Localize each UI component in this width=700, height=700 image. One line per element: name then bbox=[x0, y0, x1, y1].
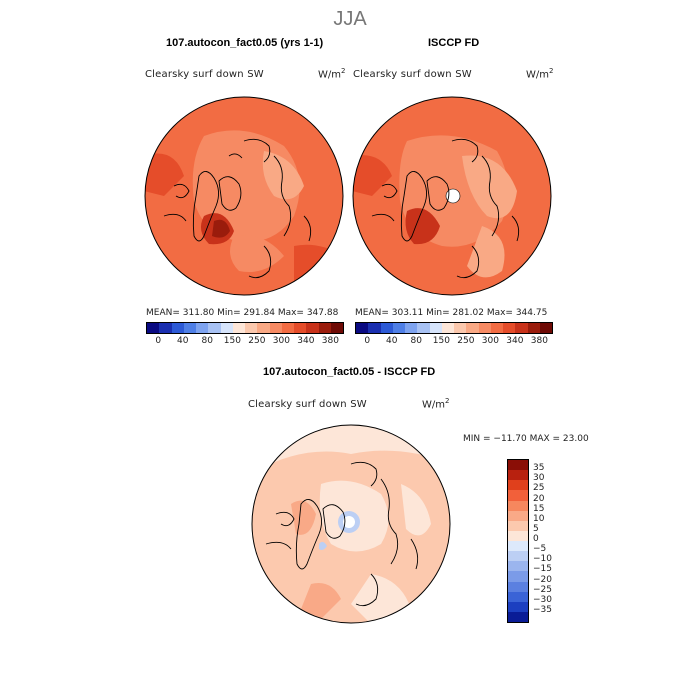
colorbar-tick-label: −30 bbox=[533, 594, 552, 605]
colorbar-swatch bbox=[232, 323, 245, 333]
panel-right-unit: W/m2 bbox=[526, 67, 554, 81]
colorbar-swatch bbox=[508, 460, 528, 471]
colorbar-swatch bbox=[508, 571, 528, 582]
panel-left-title: 107.autocon_fact0.05 (yrs 1-1) bbox=[166, 37, 324, 49]
colorbar-swatch bbox=[508, 520, 528, 531]
colorbar-tick-label: 5 bbox=[533, 523, 539, 534]
colorbar-tick-label: 340 bbox=[506, 336, 524, 346]
colorbar-swatch bbox=[196, 323, 209, 333]
colorbar-swatch bbox=[508, 541, 528, 552]
colorbar-tick-label: 150 bbox=[432, 336, 450, 346]
colorbar-swatch bbox=[508, 601, 528, 612]
colorbar-swatch bbox=[508, 510, 528, 521]
polar-map-diff bbox=[251, 424, 451, 624]
colorbar-tick-label: 80 bbox=[410, 336, 422, 346]
polar-map-obs bbox=[352, 96, 552, 296]
colorbar-swatch bbox=[417, 323, 430, 333]
colorbar-diff bbox=[507, 459, 529, 623]
colorbar-tick-label: 10 bbox=[533, 513, 545, 524]
colorbar-swatch bbox=[405, 323, 418, 333]
diff-unit: W/m2 bbox=[422, 397, 450, 411]
colorbar-tick-label: 250 bbox=[248, 336, 266, 346]
colorbar-tick-label: 0 bbox=[364, 336, 371, 346]
colorbar-swatch bbox=[508, 561, 528, 572]
diff-variable: Clearsky surf down SW bbox=[248, 399, 367, 410]
colorbar-left bbox=[146, 322, 344, 334]
colorbar-swatch bbox=[508, 480, 528, 491]
colorbar-tick-label: 0 bbox=[155, 336, 162, 346]
colorbar-swatch bbox=[281, 323, 294, 333]
colorbar-swatch bbox=[159, 323, 172, 333]
colorbar-tick-label: 380 bbox=[530, 336, 548, 346]
panel-right-variable: Clearsky surf down SW bbox=[353, 69, 472, 80]
colorbar-swatch bbox=[508, 530, 528, 541]
colorbar-tick-label: 300 bbox=[481, 336, 499, 346]
colorbar-tick-label: −15 bbox=[533, 564, 552, 575]
colorbar-swatch bbox=[269, 323, 282, 333]
colorbar-tick-label: 40 bbox=[177, 336, 189, 346]
colorbar-tick-label: 20 bbox=[533, 493, 545, 504]
panel-right-stats: MEAN= 303.11 Min= 281.02 Max= 344.75 bbox=[355, 308, 548, 318]
colorbar-swatch bbox=[245, 323, 258, 333]
colorbar-tick-label: 0 bbox=[533, 534, 539, 544]
colorbar-swatch bbox=[147, 323, 160, 333]
colorbar-tick-label: 340 bbox=[297, 336, 315, 346]
colorbar-swatch bbox=[318, 323, 331, 333]
colorbar-tick-label: 300 bbox=[272, 336, 290, 346]
colorbar-tick-label: −25 bbox=[533, 584, 552, 595]
colorbar-swatch bbox=[380, 323, 393, 333]
colorbar-swatch bbox=[508, 500, 528, 511]
colorbar-swatch bbox=[356, 323, 369, 333]
colorbar-swatch bbox=[183, 323, 196, 333]
colorbar-swatch bbox=[368, 323, 381, 333]
colorbar-tick-label: 30 bbox=[533, 473, 545, 484]
colorbar-right bbox=[355, 322, 553, 334]
panel-left-unit: W/m2 bbox=[318, 67, 346, 81]
colorbar-swatch bbox=[508, 470, 528, 481]
panel-right-title: ISCCP FD bbox=[428, 37, 480, 49]
colorbar-swatch bbox=[508, 490, 528, 501]
panel-left-variable: Clearsky surf down SW bbox=[145, 69, 264, 80]
colorbar-tick-label: 150 bbox=[223, 336, 241, 346]
colorbar-swatch bbox=[508, 581, 528, 592]
colorbar-tick-label: −5 bbox=[533, 544, 547, 555]
polar-map-model bbox=[144, 96, 344, 296]
colorbar-swatch bbox=[503, 323, 516, 333]
panel-left-stats: MEAN= 311.80 Min= 291.84 Max= 347.88 bbox=[146, 308, 339, 318]
colorbar-swatch bbox=[539, 323, 552, 333]
colorbar-swatch bbox=[294, 323, 307, 333]
colorbar-swatch bbox=[508, 591, 528, 602]
colorbar-swatch bbox=[478, 323, 491, 333]
colorbar-swatch bbox=[306, 323, 319, 333]
colorbar-tick-label: 25 bbox=[533, 483, 545, 494]
colorbar-tick-label: 80 bbox=[201, 336, 213, 346]
colorbar-swatch bbox=[220, 323, 233, 333]
colorbar-swatch bbox=[515, 323, 528, 333]
colorbar-swatch bbox=[330, 323, 343, 333]
colorbar-tick-label: −20 bbox=[533, 574, 552, 585]
season-title: JJA bbox=[333, 8, 367, 30]
colorbar-tick-label: 35 bbox=[533, 463, 545, 474]
colorbar-swatch bbox=[508, 551, 528, 562]
colorbar-swatch bbox=[508, 611, 528, 622]
diff-title: 107.autocon_fact0.05 - ISCCP FD bbox=[263, 366, 436, 378]
colorbar-tick-label: −10 bbox=[533, 554, 552, 565]
colorbar-tick-label: 250 bbox=[457, 336, 475, 346]
colorbar-swatch bbox=[257, 323, 270, 333]
colorbar-swatch bbox=[466, 323, 479, 333]
colorbar-tick-label: 15 bbox=[533, 503, 545, 514]
colorbar-swatch bbox=[454, 323, 467, 333]
colorbar-swatch bbox=[208, 323, 221, 333]
colorbar-swatch bbox=[490, 323, 503, 333]
colorbar-swatch bbox=[527, 323, 540, 333]
colorbar-tick-label: −35 bbox=[533, 604, 552, 615]
colorbar-swatch bbox=[429, 323, 442, 333]
colorbar-swatch bbox=[171, 323, 184, 333]
colorbar-tick-label: 380 bbox=[321, 336, 339, 346]
diff-minmax: MIN = −11.70 MAX = 23.00 bbox=[463, 434, 589, 444]
colorbar-tick-label: 40 bbox=[386, 336, 398, 346]
colorbar-swatch bbox=[392, 323, 405, 333]
colorbar-swatch bbox=[441, 323, 454, 333]
